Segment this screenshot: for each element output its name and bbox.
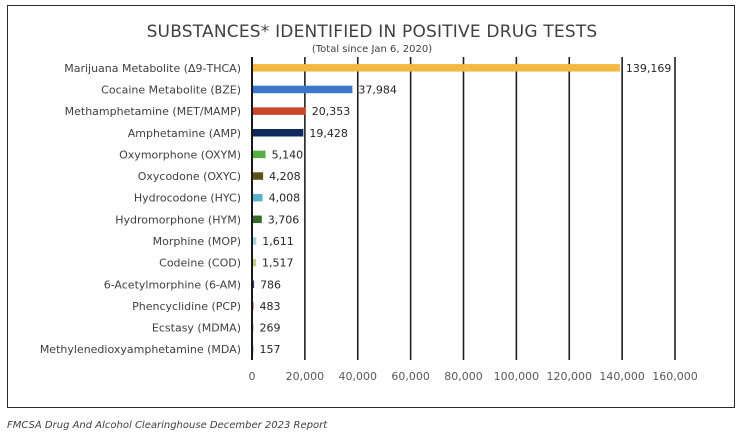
x-tick-label: 20,000 <box>286 370 325 383</box>
x-tick-label: 140,000 <box>599 370 645 383</box>
bar <box>252 193 263 202</box>
category-label: Cocaine Metabolite (BZE) <box>101 83 241 96</box>
category-label: Phencyclidine (PCP) <box>132 300 241 313</box>
value-label: 483 <box>260 300 281 313</box>
value-label: 4,208 <box>269 170 301 183</box>
category-label: Methamphetamine (MET/MAMP) <box>65 105 241 118</box>
category-labels: Marijuana Metabolite (Δ9-THCA) Cocaine Me… <box>40 62 241 356</box>
bar <box>252 129 304 137</box>
bar <box>252 258 257 267</box>
bar <box>252 237 257 245</box>
x-tick-label: 40,000 <box>339 370 378 383</box>
value-label: 20,353 <box>312 105 351 118</box>
value-label: 19,428 <box>309 127 348 140</box>
value-label: 3,706 <box>268 213 300 226</box>
value-label: 1,611 <box>262 235 294 248</box>
category-label: Marijuana Metabolite (Δ9-THCA) <box>64 62 241 75</box>
bar <box>252 215 262 224</box>
grid-lines <box>304 57 676 360</box>
value-label: 786 <box>260 278 281 291</box>
category-label: Oxycodone (OXYC) <box>138 170 241 183</box>
category-label: Oxymorphone (OXYM) <box>119 148 241 161</box>
value-label: 1,517 <box>262 257 294 270</box>
category-label: Ecstasy (MDMA) <box>152 322 241 335</box>
source-note: FMCSA Drug And Alcohol Clearinghouse Dec… <box>7 420 328 431</box>
value-label: 269 <box>260 322 281 335</box>
bar <box>252 107 306 115</box>
x-tick-label: 100,000 <box>494 370 540 383</box>
x-axis-ticks: 0 20,000 40,000 60,000 80,000 100,000 120,000 1… <box>249 370 698 383</box>
category-label: Amphetamine (AMP) <box>128 127 241 140</box>
chart-title: SUBSTANCES* IDENTIFIED IN POSITIVE DRUG … <box>147 22 598 42</box>
bar <box>252 150 266 159</box>
bar <box>252 85 353 94</box>
chart-frame <box>7 5 735 408</box>
x-tick-label: 80,000 <box>444 370 483 383</box>
x-tick-label: 0 <box>249 370 256 383</box>
value-label: 37,984 <box>358 83 397 96</box>
value-label: 4,008 <box>269 192 301 205</box>
bar <box>252 172 264 180</box>
value-label: 157 <box>260 343 281 356</box>
value-labels: 139,169 37,984 20,353 19,428 5,140 4,208 4,008… <box>260 62 672 356</box>
category-label: Codeine (COD) <box>159 257 241 270</box>
bars <box>252 64 620 353</box>
x-tick-label: 160,000 <box>652 370 698 383</box>
category-label: Hydrocodone (HYC) <box>134 192 241 205</box>
x-tick-label: 60,000 <box>391 370 430 383</box>
chart-subtitle: (Total since Jan 6, 2020) <box>312 44 432 55</box>
category-label: Hydromorphone (HYM) <box>115 213 241 226</box>
x-tick-label: 120,000 <box>547 370 593 383</box>
bar <box>252 280 255 288</box>
category-label: 6-Acetylmorphine (6-AM) <box>104 278 241 291</box>
category-label: Methylenedioxyamphetamine (MDA) <box>40 343 241 356</box>
value-label: 139,169 <box>626 62 672 75</box>
category-label: Morphine (MOP) <box>153 235 241 248</box>
value-label: 5,140 <box>272 148 304 161</box>
bar <box>252 64 620 72</box>
